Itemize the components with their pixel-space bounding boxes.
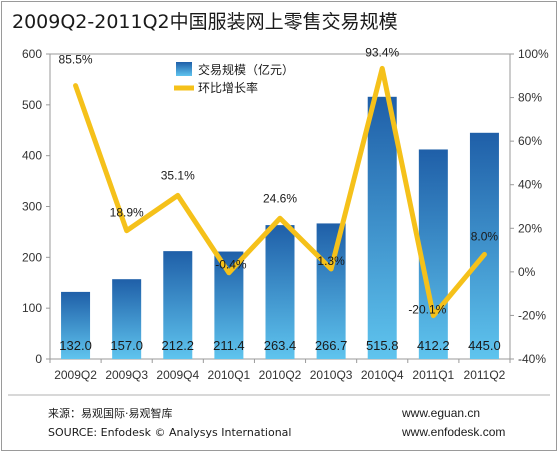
growth-rate-labels: 85.5% 18.9% 35.1% -0.4% 24.6% 1.3% 93.4% -20.1%… <box>59 45 499 316</box>
bar-value-label: 515.8 <box>366 338 399 353</box>
growth-rate-label: 18.9% <box>110 206 144 220</box>
source-en: SOURCE: Enfodesk © Analysys Internationa… <box>48 426 291 439</box>
bar-value-label: 266.7 <box>315 338 348 353</box>
bar-value-label: 263.4 <box>264 338 297 353</box>
right-axis-tick-label: 60% <box>518 134 542 148</box>
growth-rate-label: 93.4% <box>365 45 399 59</box>
legend-bar-swatch <box>176 62 192 76</box>
right-axis-tick-label: 0% <box>518 265 536 279</box>
left-axis-tick-label: 400 <box>22 149 42 163</box>
bar-value-label: 157.0 <box>110 338 143 353</box>
bar-value-label: 212.2 <box>162 338 195 353</box>
growth-rate-label: 35.1% <box>161 168 195 182</box>
bar <box>163 251 193 359</box>
source-cn: 来源：易观国际·易观智库 <box>48 406 173 420</box>
right-axis-tick-label: 100% <box>518 47 549 61</box>
category-label: 2011Q2 <box>464 368 506 382</box>
bar <box>61 291 91 359</box>
left-axis-tick-label: 200 <box>22 250 42 264</box>
bar <box>469 132 499 359</box>
growth-rate-label: 8.0% <box>471 229 499 243</box>
bar <box>265 225 295 359</box>
bar-value-labels: 132.0 157.0 212.2 211.4 263.4 266.7 515.8 412.2… <box>59 338 500 353</box>
bar <box>316 223 346 359</box>
bar <box>112 279 142 359</box>
right-axis: -40% -20% 0% 20% 40% 60% 80% 100% <box>510 47 549 366</box>
url-enfodesk[interactable]: www.enfodesk.com <box>401 425 505 439</box>
left-axis-tick-label: 500 <box>22 98 42 112</box>
left-axis-tick-label: 0 <box>35 352 42 366</box>
legend-line-label: 环比增长率 <box>198 80 258 95</box>
growth-line <box>73 65 487 319</box>
right-axis-tick-label: -40% <box>518 352 546 366</box>
chart-title: 2009Q2-2011Q2中国服装网上零售交易规模 <box>12 11 398 33</box>
growth-rate-label: 1.3% <box>317 254 345 268</box>
right-axis-tick-label: 80% <box>518 91 542 105</box>
growth-rate-label: 24.6% <box>263 191 297 205</box>
left-axis-tick-label: 100 <box>22 301 42 315</box>
left-axis-tick-label: 600 <box>22 47 42 61</box>
left-axis: 0 100 200 300 400 500 600 <box>22 47 50 366</box>
bar <box>367 96 397 359</box>
category-label: 2009Q4 <box>156 368 199 382</box>
category-label: 2010Q1 <box>208 368 251 382</box>
url-eguan[interactable]: www.eguan.cn <box>401 406 480 420</box>
bar <box>418 149 448 359</box>
category-axis: 2009Q2 2009Q3 2009Q4 2010Q1 2010Q2 2010Q3 2010… <box>49 359 511 382</box>
bar-value-label: 445.0 <box>468 338 501 353</box>
category-label: 2009Q3 <box>105 368 148 382</box>
bar-value-label: 211.4 <box>213 338 245 353</box>
legend-bar-label: 交易规模（亿元） <box>198 62 294 77</box>
growth-rate-label: -0.4% <box>215 258 247 272</box>
bar-value-label: 132.0 <box>59 338 92 353</box>
left-axis-tick-label: 300 <box>22 200 42 214</box>
right-axis-tick-label: 20% <box>518 221 542 235</box>
growth-line-series <box>73 65 487 319</box>
bar-value-label: 412.2 <box>417 338 450 353</box>
right-axis-tick-label: -20% <box>518 308 546 322</box>
bar-series <box>61 96 499 359</box>
category-label: 2010Q4 <box>361 368 404 382</box>
category-label: 2011Q1 <box>412 368 454 382</box>
right-axis-tick-label: 40% <box>518 178 542 192</box>
category-label: 2010Q3 <box>310 368 353 382</box>
growth-rate-label: -20.1% <box>408 303 446 317</box>
growth-rate-label: 85.5% <box>59 53 93 67</box>
category-label: 2009Q2 <box>54 368 97 382</box>
category-label: 2010Q2 <box>259 368 302 382</box>
legend: 交易规模（亿元） 环比增长率 <box>174 62 294 95</box>
